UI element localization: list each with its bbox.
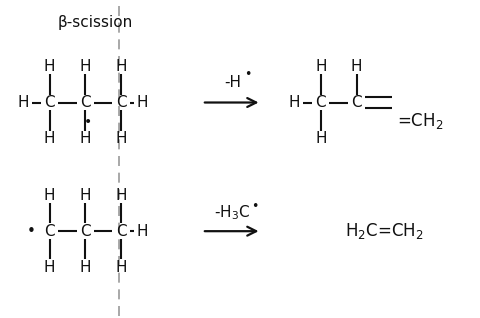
Text: H: H: [351, 59, 362, 74]
Text: •: •: [244, 68, 252, 81]
Text: H: H: [315, 59, 327, 74]
Text: C: C: [80, 95, 91, 110]
Text: -H$_3$C: -H$_3$C: [214, 204, 251, 222]
Text: H: H: [137, 95, 148, 110]
Text: H: H: [44, 131, 55, 146]
Text: H: H: [80, 59, 91, 74]
Text: H: H: [18, 95, 29, 110]
Text: H: H: [44, 260, 55, 275]
Text: C: C: [116, 95, 126, 110]
Text: β-scission: β-scission: [57, 15, 132, 30]
Text: •: •: [84, 115, 92, 129]
Text: H: H: [80, 260, 91, 275]
Text: H: H: [80, 188, 91, 203]
Text: H: H: [289, 95, 300, 110]
Text: =CH$_2$: =CH$_2$: [397, 111, 444, 131]
Text: H: H: [80, 131, 91, 146]
Text: H: H: [315, 131, 327, 146]
Text: -H: -H: [224, 75, 241, 90]
Text: C: C: [315, 95, 326, 110]
Text: H: H: [137, 224, 148, 239]
Text: H: H: [44, 59, 55, 74]
Text: C: C: [44, 95, 55, 110]
Text: H: H: [115, 59, 127, 74]
Text: C: C: [351, 95, 362, 110]
Text: C: C: [44, 224, 55, 239]
Text: H: H: [115, 131, 127, 146]
Text: H: H: [44, 188, 55, 203]
Text: H: H: [115, 188, 127, 203]
Text: H: H: [115, 260, 127, 275]
Text: •: •: [252, 200, 259, 212]
Text: •: •: [27, 224, 36, 239]
Text: C: C: [116, 224, 126, 239]
Text: C: C: [80, 224, 91, 239]
Text: H$_2$C=CH$_2$: H$_2$C=CH$_2$: [345, 221, 423, 241]
